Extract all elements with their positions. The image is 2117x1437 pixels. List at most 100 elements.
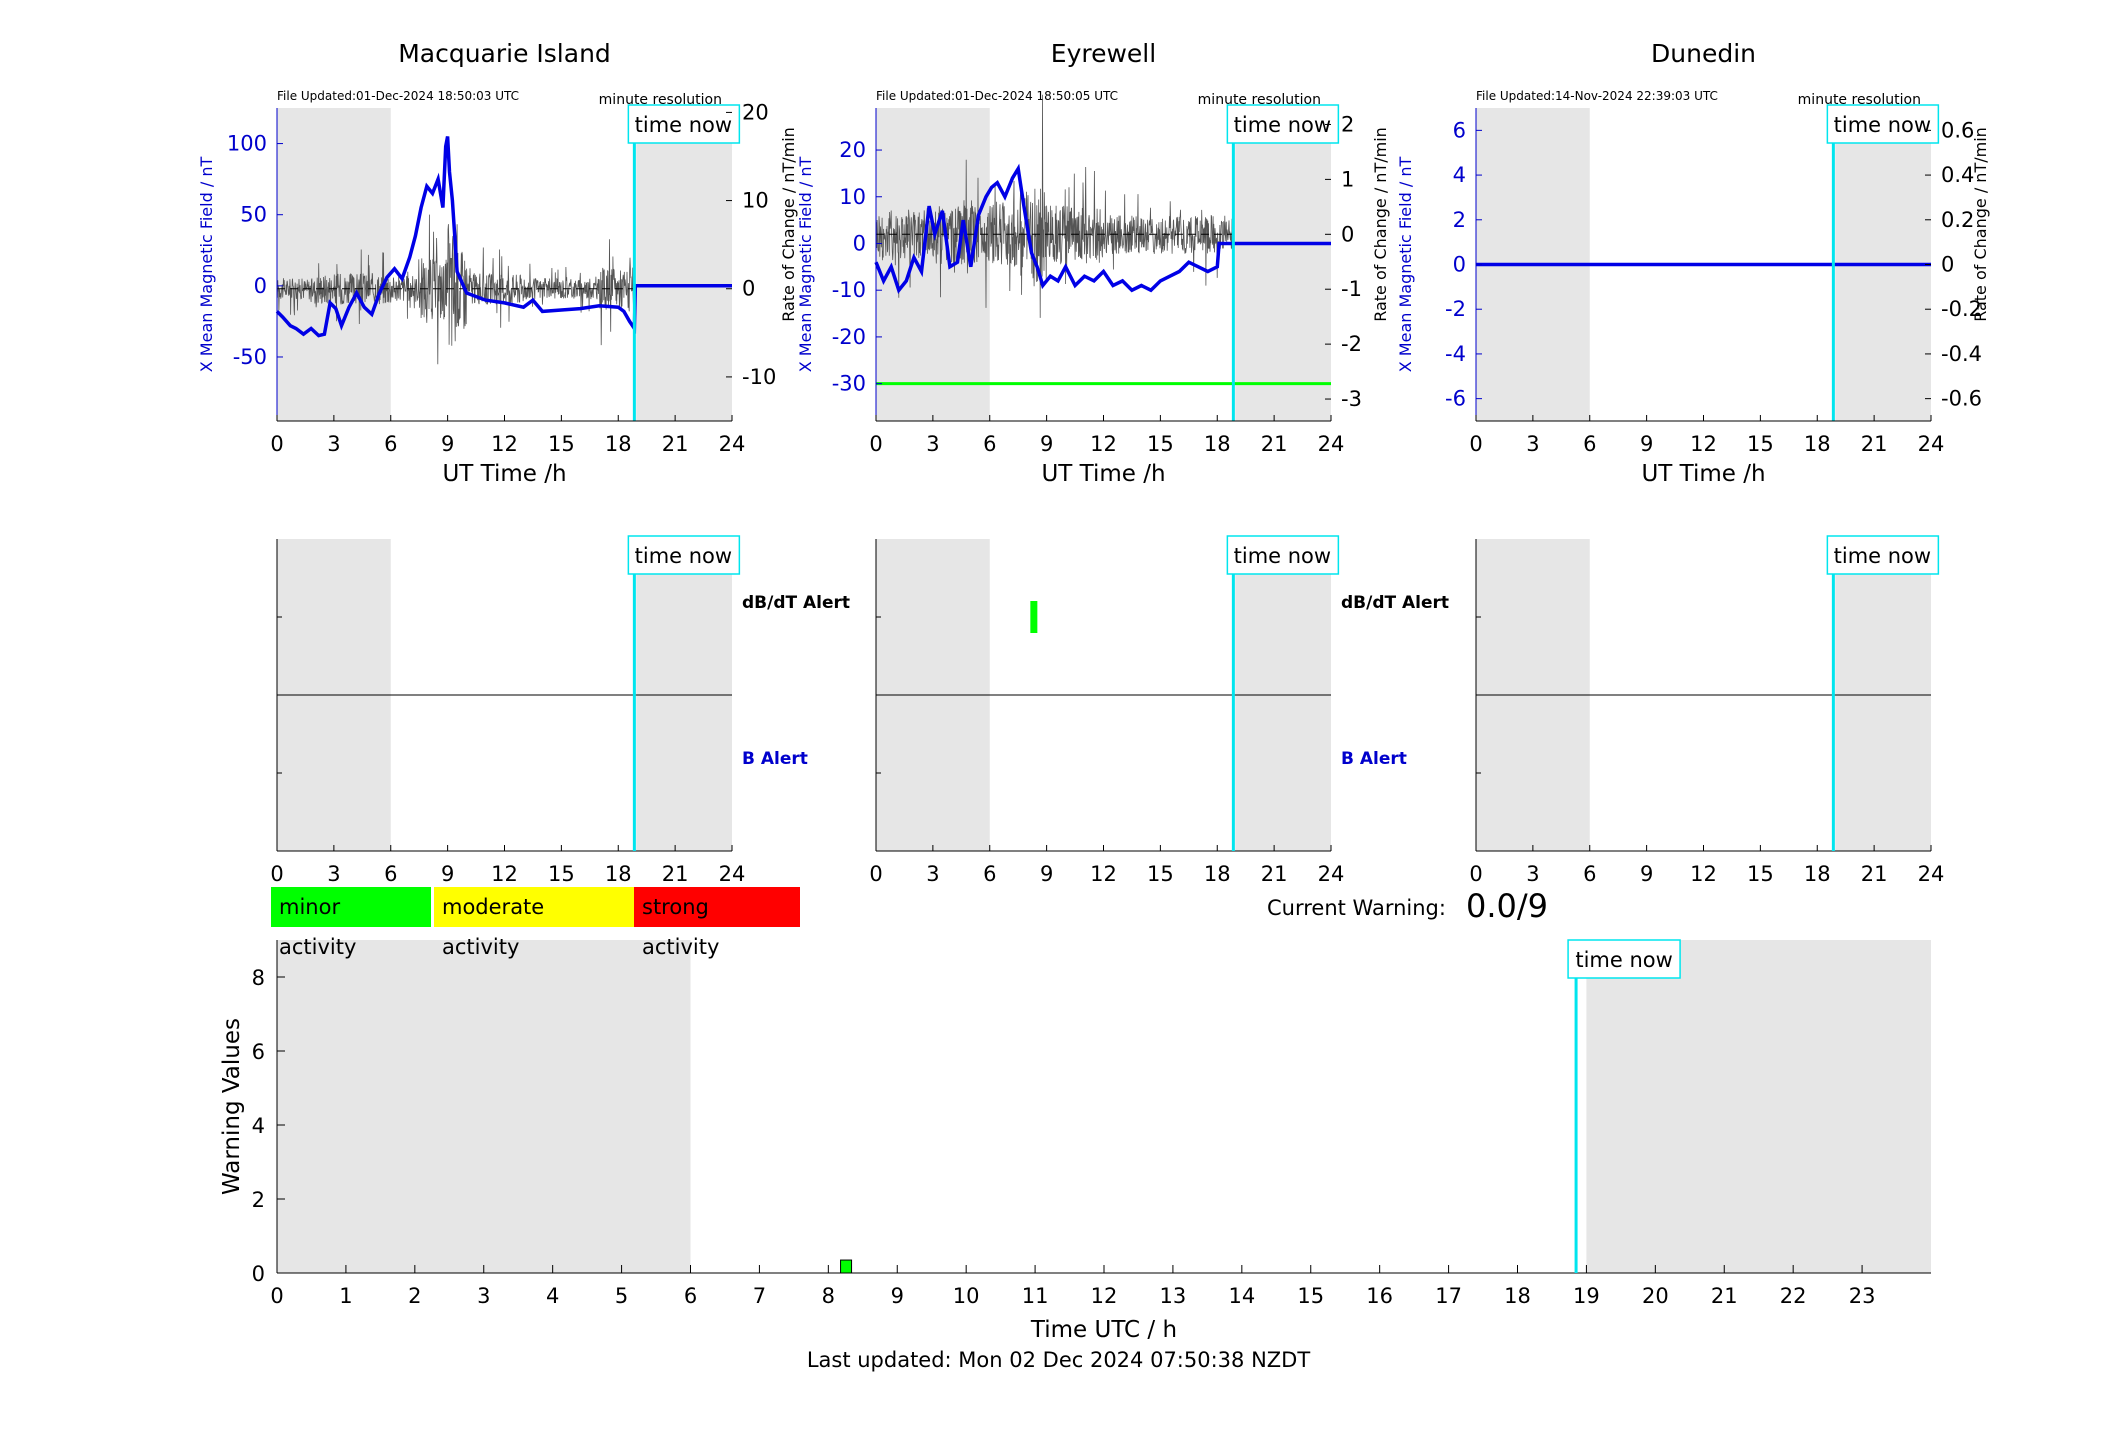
x-tick-label: 3 (926, 432, 939, 456)
time-now-label: time now (635, 544, 732, 568)
y-tick-label: 2 (252, 1188, 265, 1212)
b-alert-label: B Alert (1341, 749, 1407, 769)
x-tick-label: 0 (1469, 432, 1482, 456)
y2-axis-label: Rate of Change / nT/min (1371, 127, 1390, 322)
x-tick-label: 15 (548, 432, 575, 456)
x-tick-label: 15 (1297, 1284, 1324, 1308)
x-tick-label: 2 (408, 1284, 421, 1308)
legend-strong-label: strong activity (642, 895, 720, 959)
x-tick-label: 15 (1147, 862, 1174, 886)
x-tick-label: 6 (1583, 432, 1596, 456)
x-tick-label: 6 (983, 862, 996, 886)
x-tick-label: 3 (1526, 432, 1539, 456)
y2-tick-label: -0.6 (1941, 387, 1982, 411)
x-tick-label: 12 (1091, 1284, 1118, 1308)
legend-strong: strong activity (634, 887, 800, 959)
rate-of-change-line (276, 214, 635, 365)
y2-tick-label: 0 (1341, 222, 1354, 246)
x-tick-label: 9 (891, 1284, 904, 1308)
y-tick-label: 20 (839, 138, 866, 162)
time-now-box (1567, 939, 1681, 979)
x-tick-label: 4 (546, 1284, 559, 1308)
x-tick-label: 17 (1435, 1284, 1462, 1308)
x-axis-label: UT Time /h (442, 461, 566, 487)
file-updated-text: File Updated:14-Nov-2024 22:39:03 UTC (1476, 89, 1718, 103)
legend-minor: minor activity (271, 887, 431, 959)
legend-minor-label: minor activity (279, 895, 357, 959)
alert-mark (1030, 601, 1038, 633)
y-tick-label: -20 (832, 325, 866, 349)
x-tick-label: 3 (926, 862, 939, 886)
x-tick-label: 18 (605, 862, 632, 886)
x-tick-label: 12 (1690, 862, 1717, 886)
y2-tick-label: 0.4 (1941, 163, 1974, 187)
y2-tick-label: 0.2 (1941, 208, 1974, 232)
y2-tick-label: -10 (742, 365, 776, 389)
x-tick-label: 24 (1918, 432, 1945, 456)
file-updated-text: File Updated:01-Dec-2024 18:50:03 UTC (277, 89, 519, 103)
y-tick-label: 10 (839, 185, 866, 209)
x-tick-label: 0 (1469, 862, 1482, 886)
y2-tick-label: 1 (1341, 167, 1354, 191)
x-tick-label: 8 (822, 1284, 835, 1308)
time-now-box (1226, 535, 1340, 575)
x-tick-label: 22 (1780, 1284, 1807, 1308)
y-tick-label: 0 (252, 1262, 265, 1286)
x-tick-label: 12 (1690, 432, 1717, 456)
y-tick-label: 6 (1453, 118, 1466, 142)
y2-tick-label: 0 (1941, 253, 1954, 277)
x-tick-label: 24 (719, 862, 746, 886)
x-tick-label: 1 (339, 1284, 352, 1308)
y2-tick-label: 0 (742, 277, 755, 301)
time-now-box (1826, 104, 1940, 144)
y-axis-label: X Mean Magnetic Field / nT (1396, 157, 1415, 373)
y2-tick-label: -2 (1341, 332, 1362, 356)
current-warning-label: Current Warning: (1267, 896, 1446, 920)
x-tick-label: 3 (327, 862, 340, 886)
y2-tick-label: 20 (742, 100, 769, 124)
x-tick-label: 23 (1849, 1284, 1876, 1308)
shaded-night-region (636, 108, 732, 421)
x-tick-label: 18 (605, 432, 632, 456)
b-alert-label: B Alert (742, 749, 808, 769)
y2-tick-label: -1 (1341, 277, 1362, 301)
time-now-label: time now (1234, 113, 1331, 137)
time-now-label: time now (635, 113, 732, 137)
x-tick-label: 3 (327, 432, 340, 456)
dbdt-alert-label: dB/dT Alert (742, 593, 850, 613)
dbdt-alert-label: dB/dT Alert (1341, 593, 1449, 613)
x-tick-label: 0 (869, 862, 882, 886)
x-tick-label: 3 (477, 1284, 490, 1308)
x-tick-label: 18 (1204, 432, 1231, 456)
x-tick-label: 15 (1747, 432, 1774, 456)
x-tick-label: 0 (270, 432, 283, 456)
shaded-night-region (1235, 108, 1331, 421)
x-tick-label: 12 (491, 862, 518, 886)
warning-bar (840, 1259, 853, 1274)
x-tick-label: 0 (270, 1284, 283, 1308)
x-tick-label: 21 (1261, 432, 1288, 456)
x-tick-label: 0 (270, 862, 283, 886)
legend-moderate: moderate activity (434, 887, 634, 959)
x-tick-label: 24 (719, 432, 746, 456)
x-tick-label: 6 (1583, 862, 1596, 886)
x-tick-label: 13 (1160, 1284, 1187, 1308)
shaded-night-region (277, 940, 691, 1273)
y-tick-label: 0 (1453, 253, 1466, 277)
x-axis-label: Time UTC / h (1030, 1317, 1177, 1343)
y-tick-label: 2 (1453, 208, 1466, 232)
x-tick-label: 15 (1147, 432, 1174, 456)
x-tick-label: 15 (1747, 862, 1774, 886)
x-tick-label: 6 (384, 432, 397, 456)
y-tick-label: 6 (252, 1040, 265, 1064)
x-tick-label: 18 (1204, 862, 1231, 886)
x-tick-label: 9 (1040, 862, 1053, 886)
y-tick-label: -2 (1445, 297, 1466, 321)
x-tick-label: 9 (1640, 862, 1653, 886)
panel-title: Eyrewell (1051, 39, 1156, 68)
y2-axis-label: Rate of Change / nT/min (779, 127, 798, 322)
x-tick-label: 7 (753, 1284, 766, 1308)
x-axis-label: UT Time /h (1641, 461, 1765, 487)
resolution-label: minute resolution (599, 92, 722, 108)
